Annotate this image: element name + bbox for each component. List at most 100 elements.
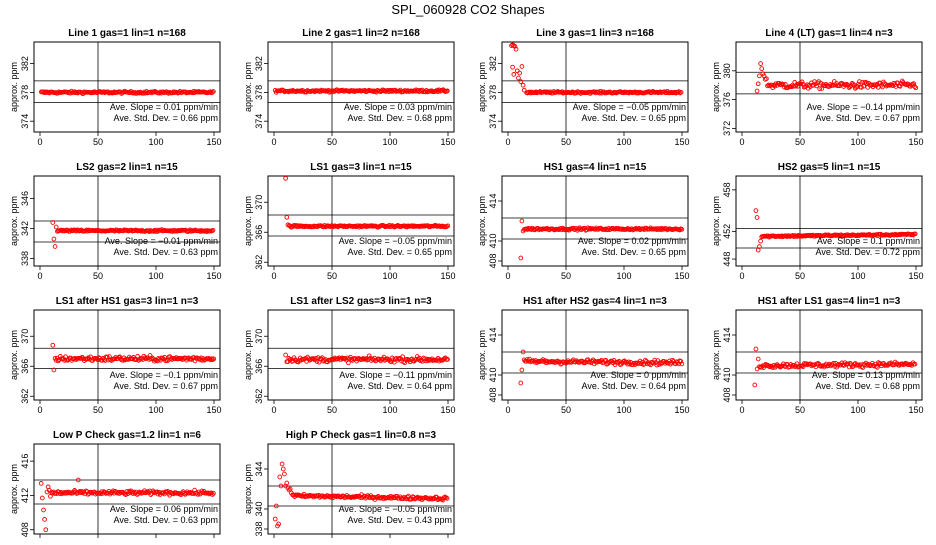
data-point: [520, 349, 526, 355]
data-point: [521, 87, 527, 93]
x-tick-label: 100: [382, 405, 397, 415]
panel-title: LS1 gas=3 lin=1 n=15: [310, 162, 412, 173]
data-point: [104, 354, 110, 360]
y-tick-label: 378: [20, 85, 30, 100]
data-point: [527, 89, 533, 95]
data-point: [210, 492, 215, 497]
x-tick-label: 0: [271, 137, 276, 147]
data-point: [117, 354, 123, 360]
y-tick-label: 372: [722, 121, 732, 136]
x-tick-label: 100: [616, 405, 631, 415]
data-point: [817, 86, 823, 91]
data-point: [39, 495, 45, 501]
x-tick-label: 0: [505, 271, 510, 281]
y-tick-label: 408: [488, 253, 498, 268]
data-point: [211, 89, 216, 94]
stddev-annotation: Ave. Std. Dev. = 0.67 ppm: [816, 113, 920, 123]
data-point: [405, 88, 411, 93]
data-point: [762, 362, 767, 368]
data-point: [50, 342, 56, 348]
data-point: [875, 365, 880, 370]
chart-panel-5: LS2 gas=2 lin=1 n=15 0 50 100 150 338 342 346ap…: [9, 162, 222, 281]
y-axis-label: approx. ppm: [711, 62, 721, 112]
y-tick-label: 370: [254, 329, 264, 344]
y-tick-label: 408: [20, 522, 30, 537]
data-point: [205, 490, 211, 496]
data-point: [75, 227, 81, 233]
stddev-annotation: Ave. Std. Dev. = 0.65 ppm: [582, 113, 686, 123]
x-tick-label: 100: [148, 271, 163, 281]
data-point: [754, 88, 760, 94]
data-point: [516, 75, 521, 81]
stddev-annotation: Ave. Std. Dev. = 0.68 ppm: [816, 381, 920, 391]
stddev-annotation: Ave. Std. Dev. = 0.64 ppm: [348, 381, 452, 391]
panel-title: Line 4 (LT) gas=1 lin=4 n=3: [765, 28, 893, 39]
data-point: [57, 491, 63, 496]
panel-title: LS2 gas=2 lin=1 n=15: [76, 162, 178, 173]
data-point: [519, 367, 525, 373]
stddev-annotation: Ave. Std. Dev. = 0.67 ppm: [114, 381, 218, 391]
data-point: [850, 81, 856, 87]
data-point: [440, 497, 446, 503]
data-point: [511, 72, 517, 77]
x-tick-label: 100: [850, 405, 865, 415]
data-point: [389, 88, 395, 93]
y-axis-label: approx. ppm: [9, 62, 19, 112]
data-point: [759, 66, 765, 71]
y-axis-label: approx. ppm: [243, 464, 253, 514]
panel-title: LS1 after HS1 gas=3 lin=1 n=3: [56, 296, 199, 307]
data-point: [426, 357, 432, 362]
plot-frame: [267, 41, 455, 133]
chart-panel-1: Line 1 gas=1 lin=1 n=168 0 50 100 150 374 378 3…: [9, 28, 222, 147]
chart-panel-9: LS1 after HS1 gas=3 lin=1 n=3 0 50 100 150 36…: [9, 296, 222, 415]
slope-annotation: Ave. Slope = 0.02 ppm/min: [578, 236, 686, 246]
y-tick-label: 408: [722, 387, 732, 402]
x-tick-label: 0: [505, 137, 510, 147]
data-point: [209, 356, 215, 362]
data-point: [127, 90, 133, 95]
data-point: [772, 83, 778, 89]
data-point: [284, 480, 290, 486]
plot-frame: [33, 443, 221, 535]
data-point: [157, 89, 163, 95]
y-tick-label: 378: [488, 85, 498, 100]
chart-panel-12: HS1 after LS1 gas=4 lin=1 n=3 0 50 100 150 40…: [711, 296, 924, 415]
data-point: [594, 359, 600, 365]
data-point: [143, 356, 149, 361]
y-tick-label: 366: [254, 359, 264, 374]
data-point: [843, 233, 849, 239]
data-point: [401, 89, 406, 94]
plot-frame: [267, 443, 455, 535]
data-point: [296, 223, 301, 229]
data-point: [913, 85, 919, 91]
data-point: [418, 88, 424, 94]
data-point: [273, 503, 279, 509]
y-tick-label: 408: [488, 387, 498, 402]
y-axis-label: approx. ppm: [9, 196, 19, 246]
data-point: [791, 234, 797, 240]
slope-annotation: Ave. Slope = 0.06 ppm/min: [110, 504, 218, 514]
data-point: [794, 234, 800, 239]
data-point: [142, 355, 148, 361]
y-tick-label: 366: [254, 225, 264, 240]
data-point: [678, 358, 684, 364]
stddev-annotation: Ave. Std. Dev. = 0.68 ppm: [348, 113, 452, 123]
data-point: [755, 356, 761, 362]
data-point: [59, 227, 64, 233]
plot-frame: [501, 309, 689, 401]
slope-annotation: Ave. Slope = 0.01 ppm/min: [110, 102, 218, 112]
y-tick-label: 376: [722, 92, 732, 107]
y-tick-label: 340: [254, 501, 264, 516]
plot-frame: [501, 175, 689, 267]
data-point: [400, 354, 405, 360]
data-point: [160, 89, 166, 95]
data-point: [374, 495, 380, 500]
data-point: [677, 227, 683, 233]
data-point: [346, 360, 351, 366]
y-axis-label: approx. ppm: [9, 464, 19, 514]
data-point: [51, 236, 57, 242]
data-point: [132, 90, 138, 95]
data-point: [210, 357, 216, 363]
data-point: [872, 82, 878, 88]
data-point: [283, 175, 288, 181]
